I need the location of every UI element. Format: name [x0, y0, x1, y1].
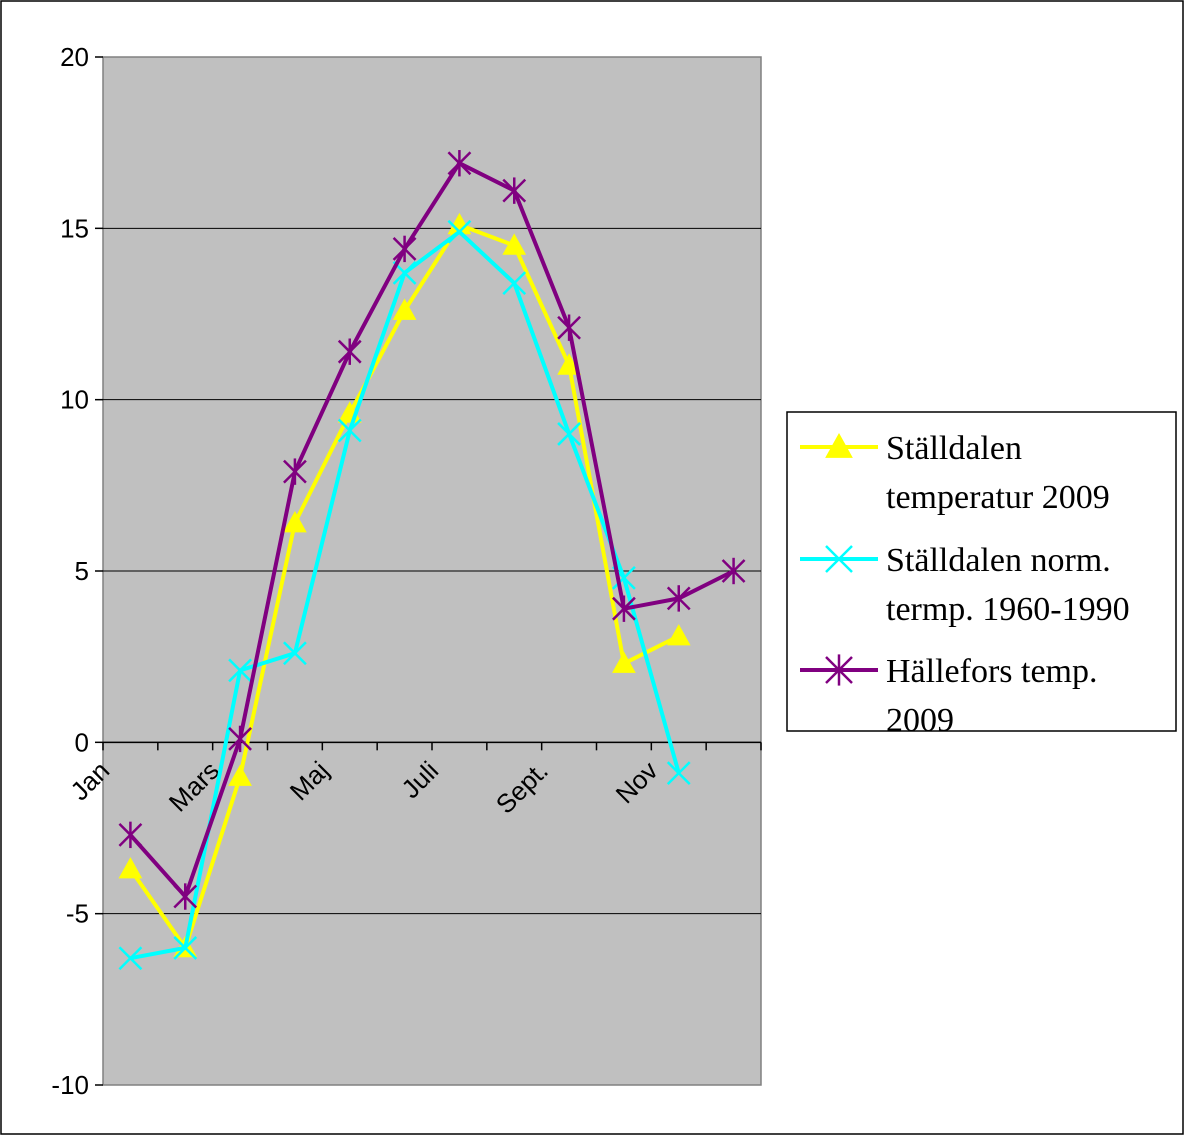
- asterisk-marker: [228, 725, 252, 753]
- x-marker-stroke: [392, 260, 417, 285]
- x-marker-stroke: [118, 946, 143, 971]
- x-marker: [337, 418, 362, 443]
- legend-label: Ställdalen: [886, 430, 1022, 467]
- x-marker: [825, 545, 853, 573]
- y-tick-label: 0: [75, 727, 89, 757]
- x-marker: [228, 658, 252, 683]
- series-3: [118, 150, 746, 910]
- triangle-marker: [228, 764, 252, 786]
- asterisk-marker: [502, 177, 527, 204]
- asterisk-marker: [557, 314, 581, 341]
- x-marker-stroke: [666, 761, 691, 786]
- triangle-marker: [118, 857, 143, 879]
- series-1: [118, 212, 691, 958]
- series-line: [128, 161, 735, 899]
- legend-label: Hällefors temp.: [886, 653, 1098, 690]
- x-marker: [447, 219, 472, 244]
- asterisk-marker: [392, 235, 417, 263]
- x-marker-stroke: [283, 641, 307, 666]
- x-marker-stroke: [825, 545, 853, 573]
- y-tick-label: 5: [75, 556, 89, 586]
- x-marker: [173, 936, 198, 960]
- x-marker-stroke: [612, 565, 636, 590]
- asterisk-marker: [337, 338, 362, 365]
- asterisk-marker: [721, 557, 746, 585]
- y-tick-label: 20: [60, 42, 89, 72]
- triangle-marker: [283, 510, 307, 533]
- legend-label: temperatur 2009: [886, 479, 1110, 516]
- triangle-marker: [392, 298, 417, 320]
- legend-label: termp. 1960-1990: [886, 591, 1130, 628]
- asterisk-marker: [825, 654, 853, 686]
- legend-label: 2009: [886, 702, 954, 739]
- asterisk-marker: [447, 150, 472, 177]
- x-marker: [666, 761, 691, 786]
- legend-label: Ställdalen norm.: [886, 542, 1111, 579]
- x-marker-stroke: [557, 422, 581, 446]
- x-marker: [502, 271, 527, 296]
- asterisk-marker: [666, 585, 691, 612]
- x-marker-stroke: [337, 418, 362, 443]
- triangle-marker: [825, 432, 853, 458]
- x-marker-stroke: [447, 219, 472, 244]
- asterisk-marker: [118, 821, 143, 849]
- asterisk-marker: [283, 458, 307, 485]
- triangle-marker: [666, 624, 691, 646]
- y-tick-label: -10: [51, 1070, 89, 1100]
- y-tick-label: 10: [60, 385, 89, 415]
- triangle-marker: [612, 651, 636, 673]
- legend: Ställdalen temperatur 2009 Ställdalen norm…: [786, 411, 1177, 739]
- x-marker-stroke: [173, 936, 198, 960]
- triangle-marker: [502, 233, 527, 255]
- legend-entry: Ställdalen norm. termp. 1960-1990: [800, 542, 1130, 628]
- x-marker-stroke: [228, 658, 252, 683]
- legend-entry: Ställdalen temperatur 2009: [800, 430, 1110, 516]
- asterisk-marker: [173, 883, 198, 910]
- asterisk-marker: [612, 595, 636, 622]
- series-group: [118, 150, 746, 971]
- x-marker: [118, 946, 143, 971]
- x-marker: [557, 422, 581, 446]
- y-tick-label: -5: [66, 899, 89, 929]
- legend-entry: Hällefors temp. 2009: [800, 653, 1098, 739]
- y-tick-label: 15: [60, 213, 89, 243]
- x-marker: [283, 641, 307, 666]
- x-marker-stroke: [502, 271, 527, 296]
- series-2: [118, 219, 691, 971]
